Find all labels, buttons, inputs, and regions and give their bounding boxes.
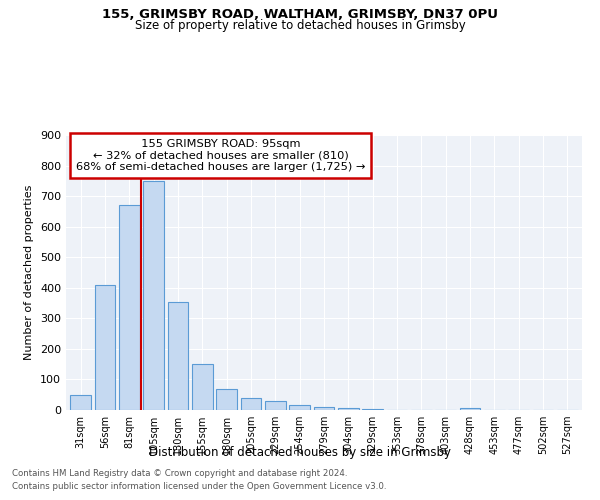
Text: 155 GRIMSBY ROAD: 95sqm  
← 32% of detached houses are smaller (810)
68% of semi: 155 GRIMSBY ROAD: 95sqm ← 32% of detache… (76, 139, 365, 172)
Bar (192, 364, 212, 410)
Text: Contains HM Land Registry data © Crown copyright and database right 2024.: Contains HM Land Registry data © Crown c… (12, 468, 347, 477)
Bar (95, 284, 115, 410)
Bar (167, 302, 188, 410)
Bar (289, 405, 310, 410)
Text: Distribution of detached houses by size in Grimsby: Distribution of detached houses by size … (149, 446, 451, 459)
Text: Contains public sector information licensed under the Open Government Licence v3: Contains public sector information licen… (12, 482, 386, 491)
Text: Size of property relative to detached houses in Grimsby: Size of property relative to detached ho… (134, 19, 466, 32)
Text: 155, GRIMSBY ROAD, WALTHAM, GRIMSBY, DN37 0PU: 155, GRIMSBY ROAD, WALTHAM, GRIMSBY, DN3… (102, 8, 498, 20)
Bar (338, 408, 359, 410)
Bar (143, 181, 164, 410)
Y-axis label: Number of detached properties: Number of detached properties (25, 185, 34, 360)
Bar (314, 407, 334, 410)
Bar (241, 398, 262, 410)
Bar (460, 408, 481, 410)
Bar (216, 388, 237, 410)
Bar (70, 394, 91, 410)
Bar (119, 206, 140, 410)
Bar (265, 402, 286, 410)
